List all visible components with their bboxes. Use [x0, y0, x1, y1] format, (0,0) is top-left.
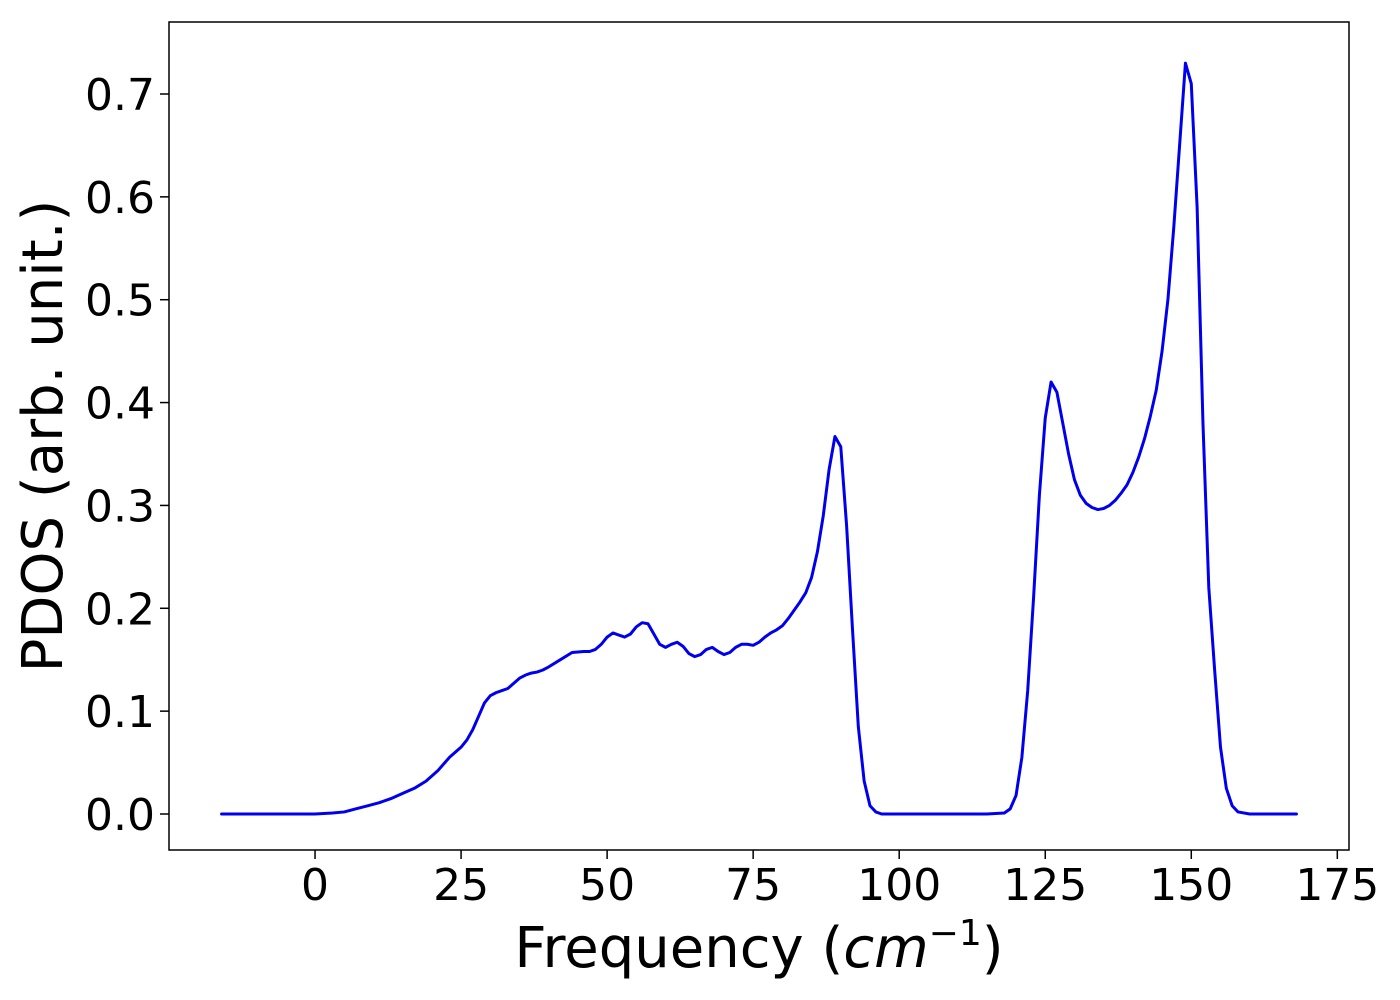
plot-area	[168, 21, 1350, 851]
x-tick-label: 150	[1149, 860, 1233, 911]
y-tick-label: 0.0	[85, 790, 155, 841]
x-axis-label: Frequency (cm−1)	[514, 913, 1003, 981]
x-tick-label: 100	[857, 860, 941, 911]
y-tick-label: 0.1	[85, 687, 155, 738]
y-tick-label: 0.3	[85, 481, 155, 532]
x-tick-label: 175	[1295, 860, 1379, 911]
x-tick-label: 50	[579, 860, 635, 911]
x-tick-label: 75	[725, 860, 781, 911]
y-tick-label: 0.4	[85, 379, 155, 430]
y-axis-ticks: 0.0 0.1 0.2 0.3 0.4 0.5 0.6 0.7	[85, 70, 169, 841]
x-axis-ticks: 0 25 50 75 100 125 150 175	[301, 850, 1379, 911]
pdos-series-line	[220, 61, 1298, 816]
y-tick-label: 0.5	[85, 276, 155, 327]
x-tick-label: 0	[301, 860, 329, 911]
y-tick-label: 0.7	[85, 70, 155, 121]
y-axis-label: PDOS (arb. unit.)	[11, 200, 76, 673]
y-tick-label: 0.2	[85, 584, 155, 635]
y-tick-label: 0.6	[85, 173, 155, 224]
x-tick-label: 25	[433, 860, 489, 911]
x-tick-label: 125	[1003, 860, 1087, 911]
